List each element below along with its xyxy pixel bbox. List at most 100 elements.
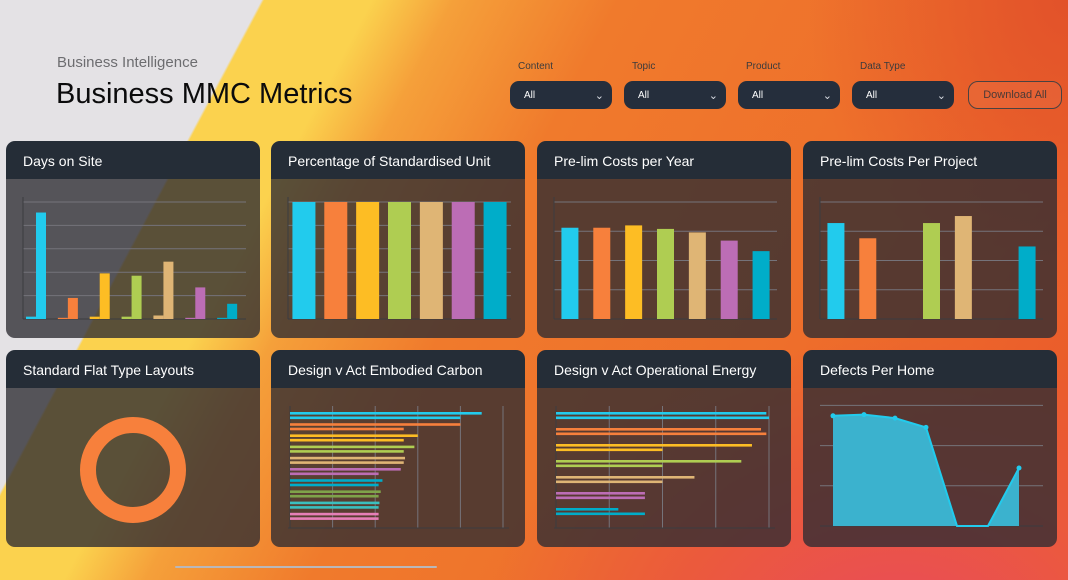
bar <box>121 316 132 319</box>
bar <box>290 506 379 509</box>
card-title: Days on Site <box>6 141 260 179</box>
bar <box>556 496 645 500</box>
bar <box>556 432 767 436</box>
content-select[interactable]: All ⌄ <box>510 81 612 109</box>
bar <box>1018 246 1036 319</box>
page-subtitle: Business Intelligence <box>57 54 198 71</box>
bar <box>131 275 142 319</box>
bar <box>290 423 461 426</box>
topic-select[interactable]: All ⌄ <box>624 81 726 109</box>
chart-svg <box>553 197 777 320</box>
bar <box>99 273 110 319</box>
select-value: All <box>752 89 764 101</box>
filter-label: Product <box>746 61 781 72</box>
bar <box>556 448 663 452</box>
select-value: All <box>866 89 878 101</box>
bar <box>356 202 380 319</box>
bar <box>292 202 316 319</box>
bar <box>556 416 769 420</box>
bar <box>57 317 68 319</box>
chart-card: Standard Flat Type Layouts <box>6 350 260 547</box>
bar <box>153 315 164 319</box>
bar <box>290 512 379 516</box>
chart-area <box>6 388 260 547</box>
chart-area <box>803 179 1057 338</box>
chart-area <box>537 388 791 547</box>
bar <box>556 464 663 468</box>
bar <box>290 483 379 487</box>
chart-card: Days on Site <box>6 141 260 338</box>
area-fill <box>833 414 1019 526</box>
chart-svg <box>820 404 1043 527</box>
card-title: Pre-lim Costs Per Project <box>803 141 1057 179</box>
bar <box>36 212 46 319</box>
data-point <box>830 413 836 419</box>
bar <box>593 227 611 319</box>
bar <box>290 494 379 498</box>
chart-card: Pre-lim Costs Per Project <box>803 141 1057 338</box>
data-point <box>923 424 929 430</box>
bar <box>290 472 379 476</box>
bar <box>752 251 770 319</box>
filter-product: Product All ⌄ <box>738 61 840 109</box>
bar <box>923 223 940 319</box>
bar <box>290 517 379 520</box>
bar <box>556 412 767 415</box>
data-point <box>861 412 867 418</box>
chevron-down-icon: ⌄ <box>822 89 832 102</box>
page-title: Business MMC Metrics <box>56 78 353 110</box>
bar <box>67 297 78 319</box>
card-title: Design v Act Embodied Carbon <box>271 350 525 388</box>
bar <box>195 287 206 319</box>
chevron-down-icon: ⌄ <box>936 89 946 102</box>
bar <box>556 492 645 495</box>
data-type-select[interactable]: All ⌄ <box>852 81 954 109</box>
bar <box>556 508 619 511</box>
bar <box>556 512 645 516</box>
card-title: Design v Act Operational Energy <box>537 350 791 388</box>
bar <box>290 456 406 460</box>
bar <box>324 202 348 319</box>
bar <box>290 438 404 442</box>
bar <box>859 238 877 319</box>
filter-label: Content <box>518 61 554 72</box>
chevron-down-icon: ⌄ <box>708 89 718 102</box>
bar <box>290 412 482 415</box>
bar <box>89 316 100 319</box>
chart-svg <box>22 197 246 320</box>
filter-topic: Topic All ⌄ <box>624 61 726 109</box>
product-select[interactable]: All ⌄ <box>738 81 840 109</box>
download-all-button[interactable]: Download All <box>968 81 1062 109</box>
chart-area <box>6 179 260 338</box>
select-value: All <box>524 89 536 101</box>
chart-svg <box>819 197 1043 320</box>
card-title: Defects Per Home <box>803 350 1057 388</box>
horizontal-scrollbar[interactable] <box>175 566 437 568</box>
card-title: Pre-lim Costs per Year <box>537 141 791 179</box>
filter-data-type: Data Type All ⌄ <box>852 61 954 109</box>
chart-svg <box>287 197 511 320</box>
donut-slice <box>80 417 186 523</box>
bar <box>217 317 228 319</box>
select-value: All <box>638 89 650 101</box>
bar <box>657 228 674 319</box>
bar <box>556 428 762 431</box>
bar <box>451 202 475 319</box>
bar <box>556 460 742 463</box>
filter-label: Data Type <box>860 61 906 72</box>
chart-svg <box>288 406 509 529</box>
chart-area <box>803 388 1057 547</box>
chart-card: Design v Act Operational Energy <box>537 350 791 547</box>
card-title: Percentage of Standardised Unit <box>271 141 525 179</box>
bar <box>227 303 238 319</box>
chart-card: Pre-lim Costs per Year <box>537 141 791 338</box>
bar <box>556 480 663 484</box>
bar <box>290 479 383 482</box>
bar <box>419 202 443 319</box>
bar <box>290 427 404 431</box>
bar <box>185 317 196 319</box>
bar <box>163 261 174 319</box>
filter-label: Topic <box>632 61 656 72</box>
chart-card: Design v Act Embodied Carbon <box>271 350 525 547</box>
chevron-down-icon: ⌄ <box>594 89 604 102</box>
